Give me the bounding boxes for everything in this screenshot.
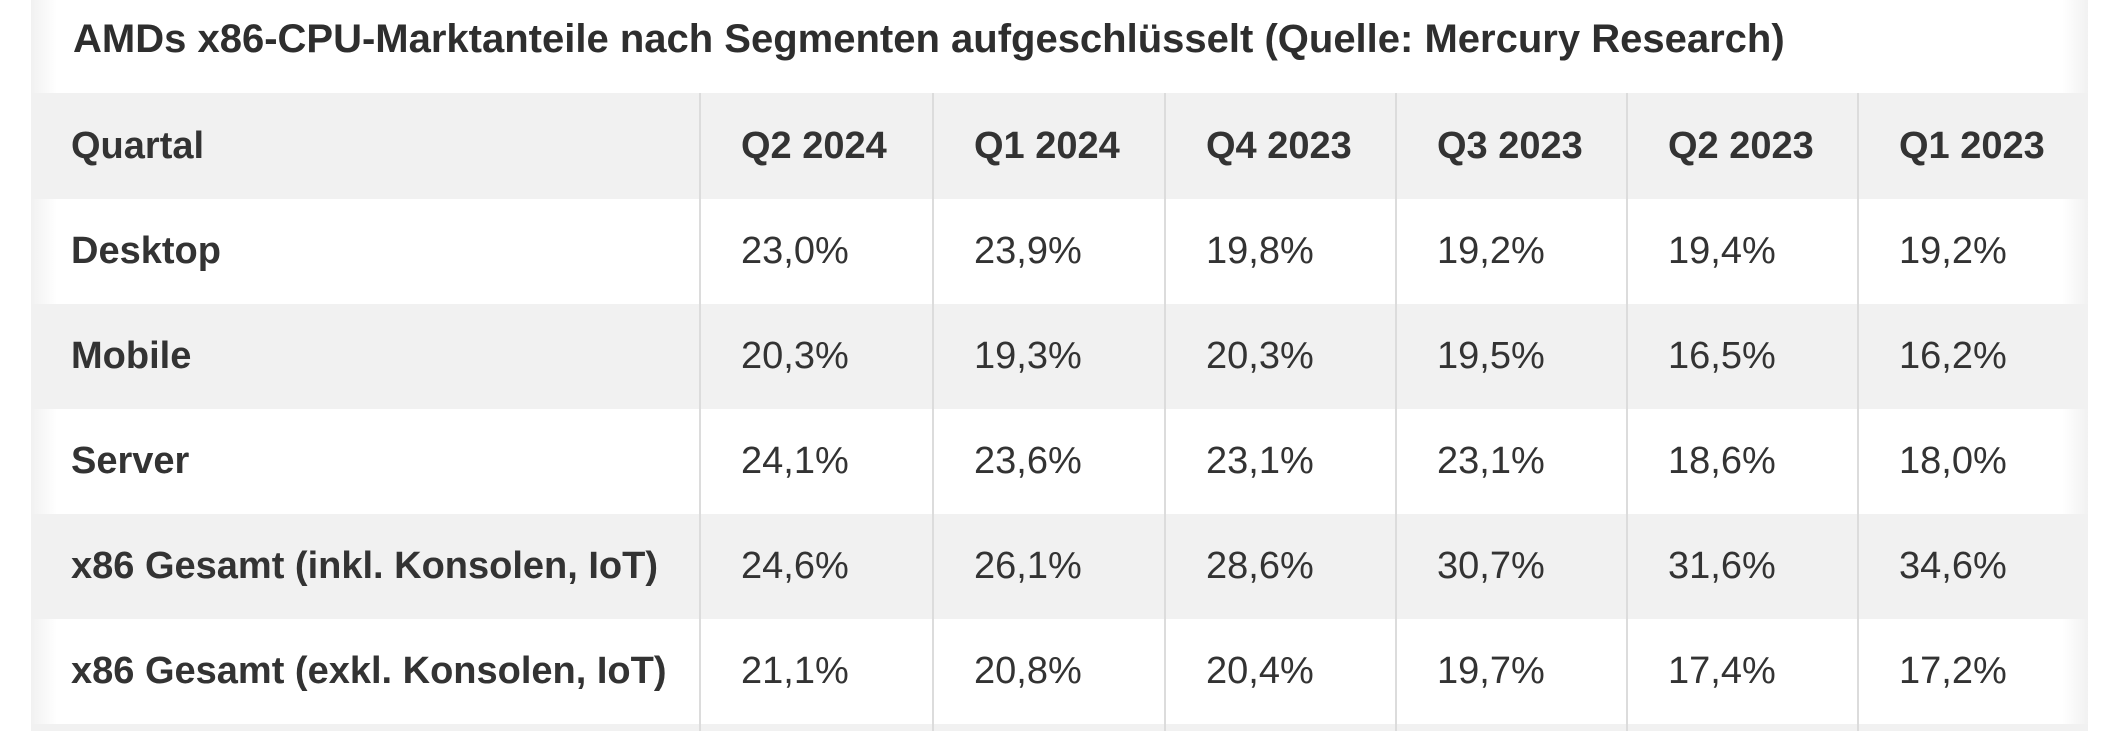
header-cell-q3-2023: Q3 2023 (1395, 93, 1627, 199)
empty-cell (1626, 724, 1858, 731)
value-cell: 28,6% (1164, 514, 1396, 619)
empty-cell (1857, 724, 2088, 731)
value-cell: 34,6% (1857, 514, 2088, 619)
value-cell: 23,1% (1395, 409, 1627, 514)
value-cell: 20,4% (1164, 619, 1396, 724)
value-cell: 19,5% (1395, 304, 1627, 409)
table-row-x86-gesamt-exkl: x86 Gesamt (exkl. Konsolen, IoT) 21,1% 2… (31, 619, 2088, 724)
value-cell: 19,7% (1395, 619, 1627, 724)
row-label: Mobile (31, 304, 700, 409)
value-cell: 20,3% (699, 304, 933, 409)
value-cell: 16,5% (1626, 304, 1858, 409)
header-cell-q1-2024: Q1 2024 (932, 93, 1165, 199)
value-cell: 19,2% (1857, 199, 2088, 304)
value-cell: 23,9% (932, 199, 1165, 304)
header-cell-quartal: Quartal (31, 93, 700, 199)
row-label: Desktop (71, 230, 221, 272)
value-cell: 18,0% (1857, 409, 2088, 514)
header-cell-q2-2023: Q2 2023 (1626, 93, 1858, 199)
value-cell: 19,3% (932, 304, 1165, 409)
header-cell-q2-2024: Q2 2024 (699, 93, 933, 199)
value-cell: 24,6% (699, 514, 933, 619)
row-label: x86 Gesamt (exkl. Konsolen, IoT) (71, 650, 667, 692)
table-row-mobile: Mobile 20,3% 19,3% 20,3% 19,5% 16,5% 16,… (31, 304, 2088, 409)
table-row-server: Server 24,1% 23,6% 23,1% 23,1% 18,6% 18,… (31, 409, 2088, 514)
value-cell: 24,1% (699, 409, 933, 514)
empty-cell (1395, 724, 1627, 731)
header-cell-q1-2023: Q1 2023 (1857, 93, 2088, 199)
table-row-x86-gesamt-inkl: x86 Gesamt (inkl. Konsolen, IoT) 24,6% 2… (31, 514, 2088, 619)
row-label: x86 Gesamt (inkl. Konsolen, IoT) (31, 514, 700, 619)
market-share-table: Quartal Q2 2024 Q1 2024 Q4 2023 Q3 2023 … (31, 93, 2088, 731)
value-cell: 16,2% (1857, 304, 2088, 409)
truncated-row (31, 724, 2088, 731)
value-cell: 18,6% (1626, 409, 1858, 514)
empty-cell (1164, 724, 1396, 731)
value-cell: 23,1% (1164, 409, 1396, 514)
empty-cell (699, 724, 933, 731)
empty-cell (31, 724, 700, 731)
value-cell: 26,1% (932, 514, 1165, 619)
row-label: Server (71, 440, 190, 482)
value-cell: 31,6% (1626, 514, 1858, 619)
header-row: Quartal Q2 2024 Q1 2024 Q4 2023 Q3 2023 … (31, 93, 2088, 199)
value-cell: 19,4% (1626, 199, 1858, 304)
value-cell: 17,2% (1857, 619, 2088, 724)
value-cell: 23,0% (699, 199, 933, 304)
empty-cell (932, 724, 1165, 731)
value-cell: 30,7% (1395, 514, 1627, 619)
page-title: AMDs x86-CPU-Marktanteile nach Segmenten… (73, 17, 1785, 61)
value-cell: 21,1% (699, 619, 933, 724)
value-cell: 19,2% (1395, 199, 1627, 304)
value-cell: 19,8% (1164, 199, 1396, 304)
value-cell: 20,8% (932, 619, 1165, 724)
value-cell: 23,6% (932, 409, 1165, 514)
value-cell: 17,4% (1626, 619, 1858, 724)
header-cell-q4-2023: Q4 2023 (1164, 93, 1396, 199)
table-row-desktop: Desktop 23,0% 23,9% 19,8% 19,2% 19,4% 19… (31, 199, 2088, 304)
value-cell: 20,3% (1164, 304, 1396, 409)
table-scroll-container[interactable]: AMDs x86-CPU-Marktanteile nach Segmenten… (31, 0, 2088, 731)
